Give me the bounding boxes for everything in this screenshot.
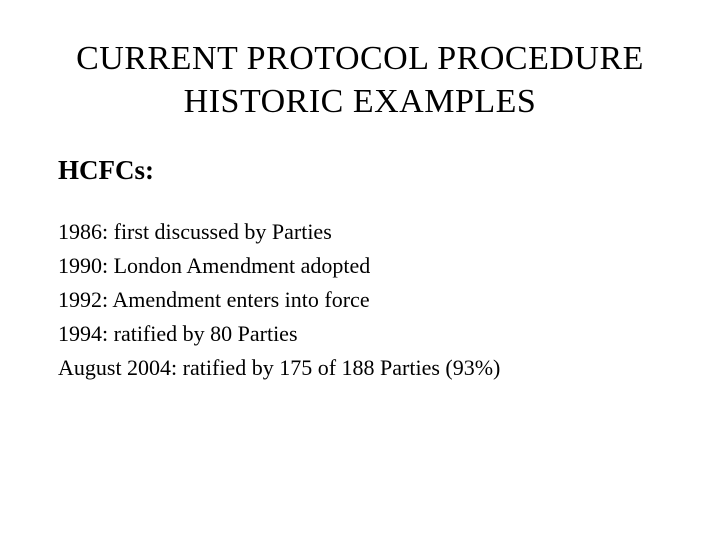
timeline-item: 1990: London Amendment adopted bbox=[58, 250, 662, 282]
slide-title: CURRENT PROTOCOL PROCEDURE HISTORIC EXAM… bbox=[58, 38, 662, 123]
timeline-item: 1992: Amendment enters into force bbox=[58, 284, 662, 316]
timeline-item: August 2004: ratified by 175 of 188 Part… bbox=[58, 352, 662, 384]
slide-subtitle: HCFCs: bbox=[58, 155, 662, 186]
timeline-list: 1986: first discussed by Parties 1990: L… bbox=[58, 216, 662, 383]
title-line-1: CURRENT PROTOCOL PROCEDURE bbox=[58, 38, 662, 81]
title-line-2: HISTORIC EXAMPLES bbox=[58, 81, 662, 124]
timeline-item: 1994: ratified by 80 Parties bbox=[58, 318, 662, 350]
timeline-item: 1986: first discussed by Parties bbox=[58, 216, 662, 248]
